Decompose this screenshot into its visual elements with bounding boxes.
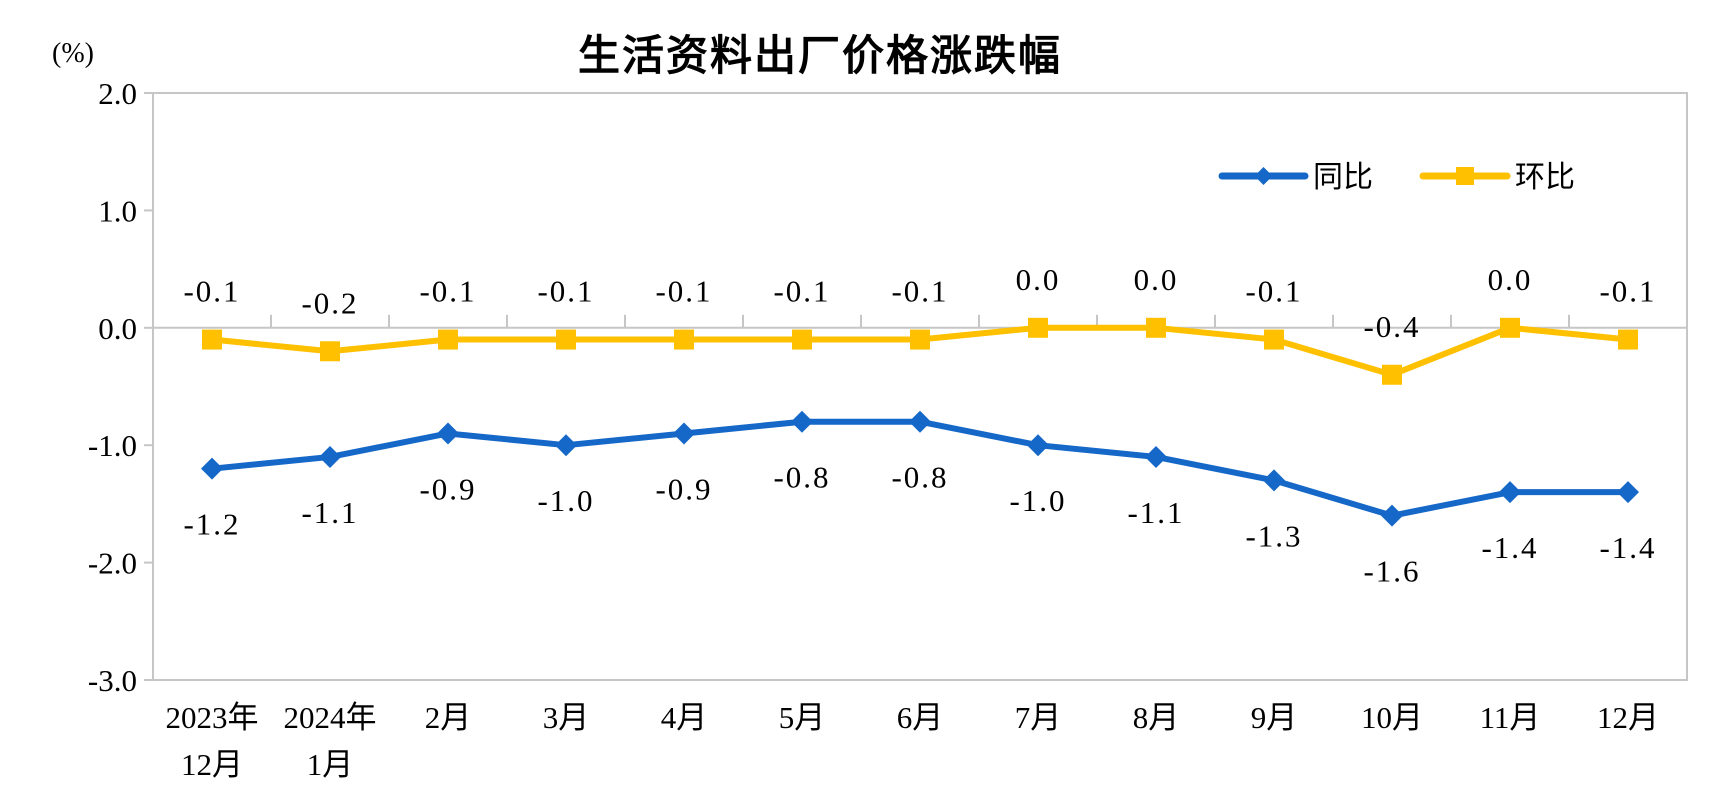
x-axis-label: 2023年 — [166, 700, 259, 735]
plot-border — [152, 92, 1688, 681]
x-axis-label: 1月 — [307, 747, 354, 782]
data-point-marker — [1028, 317, 1048, 338]
x-axis-label: 5月 — [779, 700, 826, 735]
legend-label: 环比 — [1515, 161, 1575, 194]
x-axis-label: 10月 — [1361, 700, 1423, 735]
data-label: -1.3 — [1245, 518, 1302, 553]
data-label: -1.4 — [1599, 530, 1656, 565]
y-axis-tick-label: 0.0 — [98, 311, 137, 346]
data-label: -0.4 — [1363, 309, 1420, 344]
data-label: -0.1 — [537, 274, 594, 309]
legend-marker — [1456, 167, 1474, 185]
data-label: -0.1 — [891, 274, 948, 309]
data-label: -1.4 — [1481, 530, 1538, 565]
data-label: -0.9 — [419, 471, 476, 506]
data-point-marker — [1145, 445, 1167, 468]
x-axis-label: 11月 — [1480, 700, 1541, 735]
data-point-marker — [320, 341, 340, 362]
y-axis-tick-label: -1.0 — [88, 428, 137, 463]
y-axis-tick-label: 2.0 — [98, 76, 137, 111]
data-point-marker — [909, 410, 931, 433]
x-axis-label: 3月 — [543, 700, 590, 735]
legend-label: 同比 — [1313, 161, 1373, 194]
data-point-marker — [1263, 469, 1285, 492]
data-label: -1.0 — [537, 483, 594, 518]
y-axis-tick-label: -2.0 — [88, 546, 137, 581]
x-axis-label: 2月 — [425, 700, 472, 735]
data-label: -0.1 — [1245, 274, 1302, 309]
data-point-marker — [673, 422, 695, 445]
data-point-marker — [1500, 317, 1520, 338]
data-point-marker — [1027, 434, 1049, 457]
data-label: -0.1 — [773, 274, 830, 309]
data-point-marker — [1617, 481, 1639, 504]
y-axis-tick-label: -3.0 — [88, 663, 137, 698]
y-axis-tick-label: 1.0 — [98, 193, 137, 228]
chart-title: 生活资料出厂价格涨跌幅 — [577, 32, 1062, 79]
legend-marker — [1254, 167, 1273, 185]
x-axis-label: 8月 — [1133, 700, 1180, 735]
data-label: -0.1 — [1599, 274, 1656, 309]
data-point-marker — [674, 329, 694, 350]
data-point-marker — [438, 329, 458, 350]
data-point-marker — [1618, 329, 1638, 350]
data-point-marker — [201, 457, 223, 480]
y-axis-unit-label: (%) — [52, 38, 94, 69]
data-label: -0.8 — [891, 460, 948, 495]
x-axis-label: 4月 — [661, 700, 708, 735]
data-point-marker — [555, 434, 577, 457]
data-label: -1.2 — [183, 507, 240, 542]
data-point-marker — [556, 329, 576, 350]
data-point-marker — [910, 329, 930, 350]
data-label: -1.0 — [1009, 483, 1066, 518]
data-point-marker — [1382, 364, 1402, 385]
data-point-marker — [437, 422, 459, 445]
data-point-marker — [792, 329, 812, 350]
data-point-marker — [1264, 329, 1284, 350]
x-axis-label: 7月 — [1015, 700, 1062, 735]
data-label: -0.1 — [419, 274, 476, 309]
data-label: -0.9 — [655, 471, 712, 506]
data-label: -0.2 — [301, 285, 358, 320]
x-axis-label: 12月 — [181, 747, 243, 782]
data-label: -1.1 — [1127, 495, 1184, 530]
data-point-marker — [1499, 481, 1521, 504]
x-axis-label: 2024年 — [284, 700, 377, 735]
data-point-marker — [202, 329, 222, 350]
data-point-marker — [1381, 504, 1403, 527]
x-axis-label: 9月 — [1251, 700, 1298, 735]
data-label: 0.0 — [1488, 262, 1533, 297]
data-label: -0.1 — [655, 274, 712, 309]
data-label: 0.0 — [1134, 262, 1179, 297]
x-axis-label: 12月 — [1597, 700, 1659, 735]
data-label: -0.8 — [773, 460, 830, 495]
data-label: 0.0 — [1016, 262, 1061, 297]
data-label: -1.6 — [1363, 554, 1420, 589]
data-point-marker — [791, 410, 813, 433]
x-axis-label: 6月 — [897, 700, 944, 735]
data-point-marker — [319, 445, 341, 468]
data-point-marker — [1146, 317, 1166, 338]
data-label: -1.1 — [301, 495, 358, 530]
data-label: -0.1 — [183, 274, 240, 309]
